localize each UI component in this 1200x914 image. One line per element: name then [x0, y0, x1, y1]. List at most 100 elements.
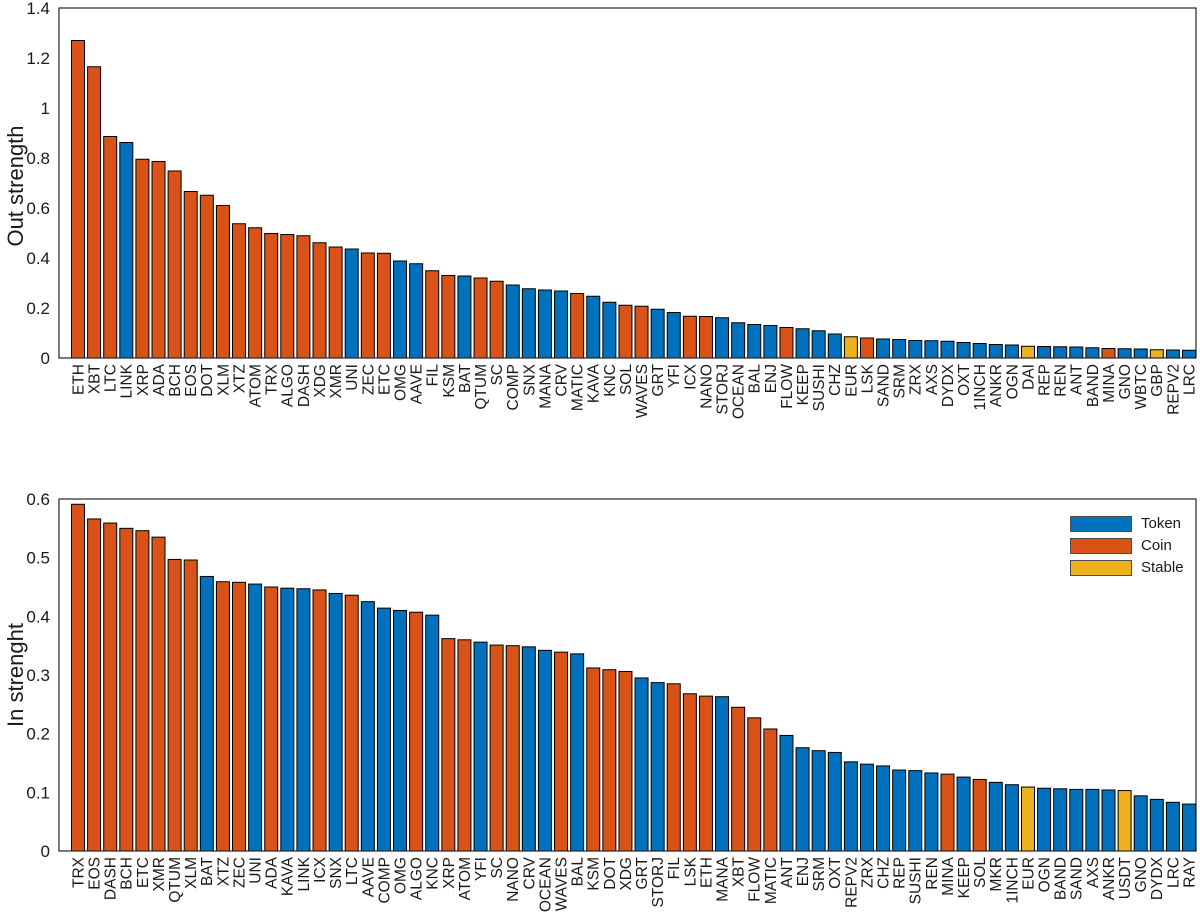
bar-ZRX	[859, 763, 874, 852]
bar-LTC	[103, 136, 118, 359]
x-tick-label: YFI	[666, 364, 683, 388]
y-tick-label: 0.8	[26, 149, 50, 168]
x-tick-label: ICX	[682, 363, 699, 390]
bar-ANKR	[988, 344, 1003, 359]
bar-SAND	[876, 338, 891, 359]
bar-EOS	[87, 518, 102, 852]
x-tick-label: SNX	[521, 363, 538, 396]
bar-XTZ	[215, 581, 230, 852]
bar-ALGO	[409, 611, 424, 852]
y-tick-label: 0.3	[26, 666, 50, 685]
legend-item-stable: Stable	[1070, 560, 1184, 576]
x-tick-label: OMG	[392, 857, 409, 894]
x-tick-label: XRP	[135, 364, 152, 396]
x-tick-label: BCH	[119, 857, 136, 890]
bar-REPV2	[843, 761, 858, 852]
bar-SAND	[1069, 788, 1084, 852]
bar-XLM	[215, 205, 230, 359]
bar-OMG	[393, 260, 408, 359]
x-tick-label: LINK	[119, 363, 136, 398]
bar-FLOW	[779, 327, 794, 359]
bar-QTUM	[167, 558, 182, 852]
x-tick-label: OGN	[1037, 857, 1054, 892]
x-tick-label: KSM	[441, 364, 458, 398]
bar-ETC	[376, 252, 391, 359]
bar-XMR	[328, 246, 343, 359]
bar-LINK	[119, 142, 134, 359]
bar-OGN	[1037, 787, 1052, 852]
x-tick-label: DASH	[103, 857, 120, 900]
x-tick-label: REPV2	[1165, 364, 1182, 415]
x-tick-label: ETH	[698, 857, 715, 888]
x-tick-label: ZRX	[908, 363, 925, 395]
bar-BAL	[747, 324, 762, 359]
bar-AXS	[1085, 788, 1100, 852]
y-tick-label: 0	[41, 349, 50, 368]
y-tick-label: 0.2	[26, 725, 50, 744]
x-tick-label: GRT	[650, 363, 667, 396]
x-tick-label: XLM	[215, 364, 232, 396]
bar-SRM	[892, 339, 907, 359]
x-tick-label: CHZ	[875, 857, 892, 889]
x-tick-label: USDT	[1117, 856, 1134, 899]
bar-REP	[1037, 346, 1052, 359]
x-tick-label: KEEP	[795, 364, 812, 405]
bar-BCH	[119, 527, 134, 852]
bar-COMP	[505, 284, 520, 359]
y-tick-label: 0.6	[26, 490, 50, 509]
x-tick-label: KEEP	[956, 857, 973, 898]
bar-DASH	[296, 235, 311, 359]
x-tick-label: COMP	[505, 364, 522, 411]
bar-ANKR	[1101, 789, 1116, 852]
x-tick-label: EUR	[1020, 857, 1037, 890]
x-tick-label: EUR	[843, 364, 860, 397]
bar-SNX	[521, 288, 536, 359]
bar-ZRX	[908, 340, 923, 359]
bar-REPV2	[1165, 349, 1180, 359]
x-tick-label: BAND	[1053, 857, 1070, 900]
bar-YFI	[473, 641, 488, 852]
bar-ENJ	[795, 747, 810, 852]
bar-KEEP	[795, 328, 810, 359]
x-tick-label: OCEAN	[537, 857, 554, 912]
x-tick-label: EOS	[87, 857, 104, 890]
x-tick-label: ADA	[151, 363, 168, 396]
x-tick-label: DAI	[1020, 364, 1037, 390]
bar-ICX	[312, 589, 327, 852]
bar-ADA	[151, 161, 166, 359]
bar-KAVA	[280, 587, 295, 852]
x-tick-label: ZEC	[360, 364, 377, 395]
x-tick-label: ENJ	[763, 364, 780, 393]
x-tick-label: XMR	[328, 364, 345, 398]
bar-OCEAN	[731, 322, 746, 359]
bar-BAND	[1053, 788, 1068, 852]
in-strength-plot: 0 0.1 0.2 0.3 0.4 0.5 0.6 TRX EOS DASH BCH ETC XMR QT…	[26, 490, 1198, 912]
bar-XTZ	[232, 223, 247, 359]
bar-BAND	[1085, 347, 1100, 359]
bar-CRV	[554, 290, 569, 359]
bar-XRP	[441, 638, 456, 852]
bar-UNI	[248, 583, 263, 852]
legend: Token Coin Stable	[1070, 516, 1184, 582]
bar-ETH	[698, 695, 713, 852]
bar-AAVE	[409, 263, 424, 359]
bar-SUSHI	[908, 770, 923, 852]
bar-UNI	[344, 248, 359, 359]
x-tick-label: SOL	[618, 364, 635, 395]
x-tick-label: BAL	[570, 857, 587, 887]
bar-LTC	[344, 594, 359, 852]
bar-FIL	[666, 683, 681, 852]
x-tick-label: XRP	[441, 857, 458, 889]
x-tick-label: ETH	[70, 364, 87, 395]
plot-box	[58, 7, 1197, 359]
bar-XMR	[151, 536, 166, 852]
x-tick-label: ZRX	[859, 856, 876, 888]
bar-SC	[489, 280, 504, 359]
x-tick-label: ADA	[264, 856, 281, 889]
x-tick-label: MANA	[537, 363, 554, 408]
bar-ATOM	[248, 227, 263, 359]
bar-LRC	[1165, 801, 1180, 852]
x-tick-label: XMR	[151, 857, 168, 891]
x-tick-label: TRX	[70, 856, 87, 888]
